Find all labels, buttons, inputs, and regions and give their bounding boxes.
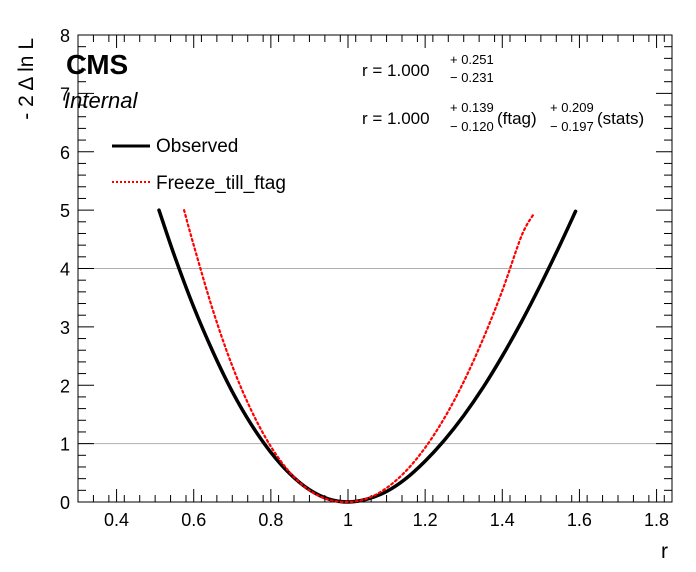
series-layer (157, 208, 578, 504)
legend: Observed Freeze_till_ftag (112, 136, 286, 194)
y-tick-label: 8 (60, 26, 70, 46)
y-tick-label: 7 (60, 84, 70, 104)
annotation-stats-up: + 0.209 (550, 100, 594, 115)
annotation-breakdown: r = 1.000 + 0.139 − 0.120 (ftag) + 0.209… (362, 100, 644, 134)
y-tick-label: 0 (60, 493, 70, 513)
y-tick-label: 3 (60, 318, 70, 338)
x-tick-label: 1.2 (413, 510, 438, 530)
x-axis-title: r (661, 540, 668, 563)
y-tick-label: 2 (60, 376, 70, 396)
y-axis-title: - 2 Δ ln L (15, 38, 38, 120)
series-line-freeze-till-ftag (182, 209, 535, 504)
x-tick-label: 0.8 (258, 510, 283, 530)
cms-label: CMS (66, 49, 128, 80)
x-tick-label: 1.8 (644, 510, 669, 530)
legend-label-observed: Observed (156, 136, 238, 157)
annotation-total-down: − 0.231 (450, 70, 494, 85)
annotation-total: r = 1.000 + 0.251 − 0.231 (362, 52, 494, 85)
y-tick-label: 4 (60, 260, 70, 280)
annotation-ftag-up: + 0.139 (450, 100, 494, 115)
annotation-total-prefix: r = 1.000 (362, 61, 430, 80)
y-tick-label: 1 (60, 435, 70, 455)
x-tick-label: 0.4 (104, 510, 129, 530)
annotation-ftag-label: (ftag) (497, 109, 537, 128)
y-tick-label: 5 (60, 201, 70, 221)
y-tick-label: 6 (60, 143, 70, 163)
x-tick-label: 1.6 (567, 510, 592, 530)
x-tick-label: 1 (343, 510, 353, 530)
annotation-ftag-down: − 0.120 (450, 119, 494, 134)
x-tick-label: 1.4 (490, 510, 515, 530)
internal-label: Internal (64, 88, 138, 113)
x-tick-label: 0.6 (181, 510, 206, 530)
grid-layer (78, 268, 672, 445)
annotation-total-up: + 0.251 (450, 52, 494, 67)
ticks-layer: 0.4 0.6 0.8 1 1.2 1.4 1.6 1.8 0 1 2 3 4 5 6 7 8 (60, 26, 672, 530)
annotation-stats-down: − 0.197 (550, 119, 594, 134)
annotation-breakdown-prefix: r = 1.000 (362, 109, 430, 128)
annotation-stats-label: (stats) (597, 109, 644, 128)
legend-label-freeze: Freeze_till_ftag (156, 173, 286, 194)
